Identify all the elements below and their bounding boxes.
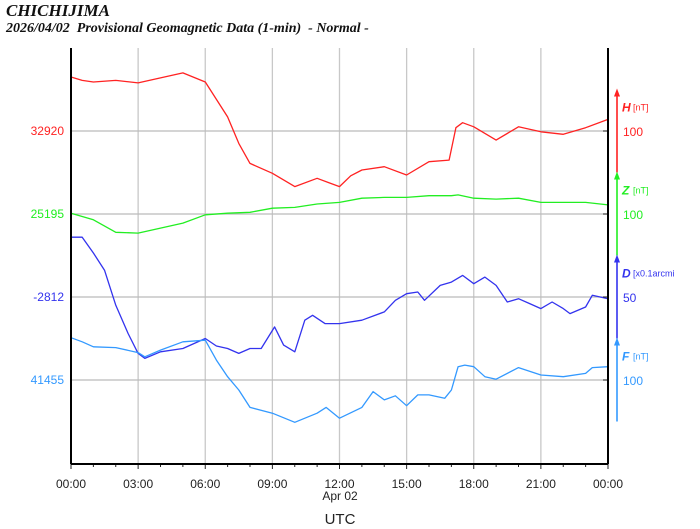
- x-tick-label: 00:00: [593, 477, 623, 491]
- x-tick-label: 18:00: [459, 477, 489, 491]
- chart-subtitle: 2026/04/02 Provisional Geomagnetic Data …: [6, 21, 369, 36]
- y-ref-label-h: 32920: [31, 124, 65, 138]
- y-ref-label-f: 41455: [31, 373, 65, 387]
- scale-label-d: 50: [623, 291, 637, 305]
- x-axis-label: UTC: [325, 511, 356, 528]
- component-name-d: D: [622, 267, 631, 281]
- series-line-z: [70, 194, 609, 234]
- arrow-head-icon: [614, 171, 620, 180]
- arrow-head-icon: [614, 88, 620, 97]
- x-tick-label: 12:00: [324, 477, 354, 491]
- component-name-f: F: [622, 350, 630, 364]
- series-line-d: [71, 236, 609, 360]
- x-tick-label: 00:00: [56, 477, 86, 491]
- y-ref-label-d: -2812: [33, 290, 64, 304]
- x-tick-label: 03:00: [123, 477, 153, 491]
- y-ref-label-z: 25195: [31, 207, 65, 221]
- station-title: CHICHIJIMA: [6, 1, 110, 20]
- series-line-h: [70, 72, 609, 188]
- component-unit-z: [nT]: [633, 186, 649, 196]
- series-line-f: [70, 337, 609, 423]
- series-lines: [70, 72, 609, 423]
- scale-label-h: 100: [623, 125, 643, 139]
- x-tick-label: 21:00: [526, 477, 556, 491]
- x-tick-label: 09:00: [257, 477, 287, 491]
- x-tick-label: 06:00: [190, 477, 220, 491]
- arrow-head-icon: [614, 337, 620, 346]
- grid: [71, 48, 608, 464]
- scale-label-z: 100: [623, 208, 643, 222]
- x-tick-label: 15:00: [392, 477, 422, 491]
- date-label: Apr 02: [322, 489, 358, 503]
- component-unit-h: [nT]: [633, 103, 649, 113]
- component-name-h: H: [622, 101, 631, 115]
- component-unit-f: [nT]: [633, 352, 649, 362]
- component-name-z: Z: [621, 184, 630, 198]
- arrow-head-icon: [614, 254, 620, 263]
- component-unit-d: [x0.1arcmi: [633, 269, 675, 279]
- axes: 00:00 03:00 06:00 09:00 12:00 15:00 18:00 21:00…: [31, 48, 675, 491]
- scale-label-f: 100: [623, 374, 643, 388]
